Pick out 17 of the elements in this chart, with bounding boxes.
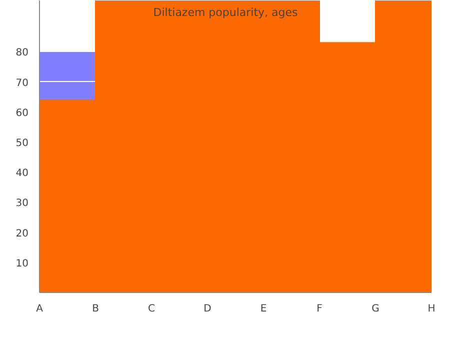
x-tick-label: C	[148, 304, 156, 314]
y-tick-label: 80	[16, 48, 29, 59]
x-tick-label: G	[372, 304, 380, 314]
y-tick-label: 30	[16, 198, 29, 210]
y-tick-label: 20	[16, 228, 29, 240]
x-tick-label: E	[260, 304, 267, 314]
y-tick-label: 40	[16, 168, 29, 180]
y-tick-label: 10	[16, 258, 29, 270]
x-tick-label: F	[316, 304, 323, 314]
y-tick-label: 70	[16, 78, 29, 89]
x-tick-label: A	[36, 304, 44, 314]
x-tick-label: D	[204, 304, 212, 314]
x-tick-label: H	[428, 304, 436, 314]
text: Diltiazem popularity, ages	[153, 6, 298, 19]
y-tick-label: 60	[16, 108, 29, 119]
x-tick-label: B	[92, 304, 100, 314]
y-tick-label: 50	[16, 138, 29, 149]
